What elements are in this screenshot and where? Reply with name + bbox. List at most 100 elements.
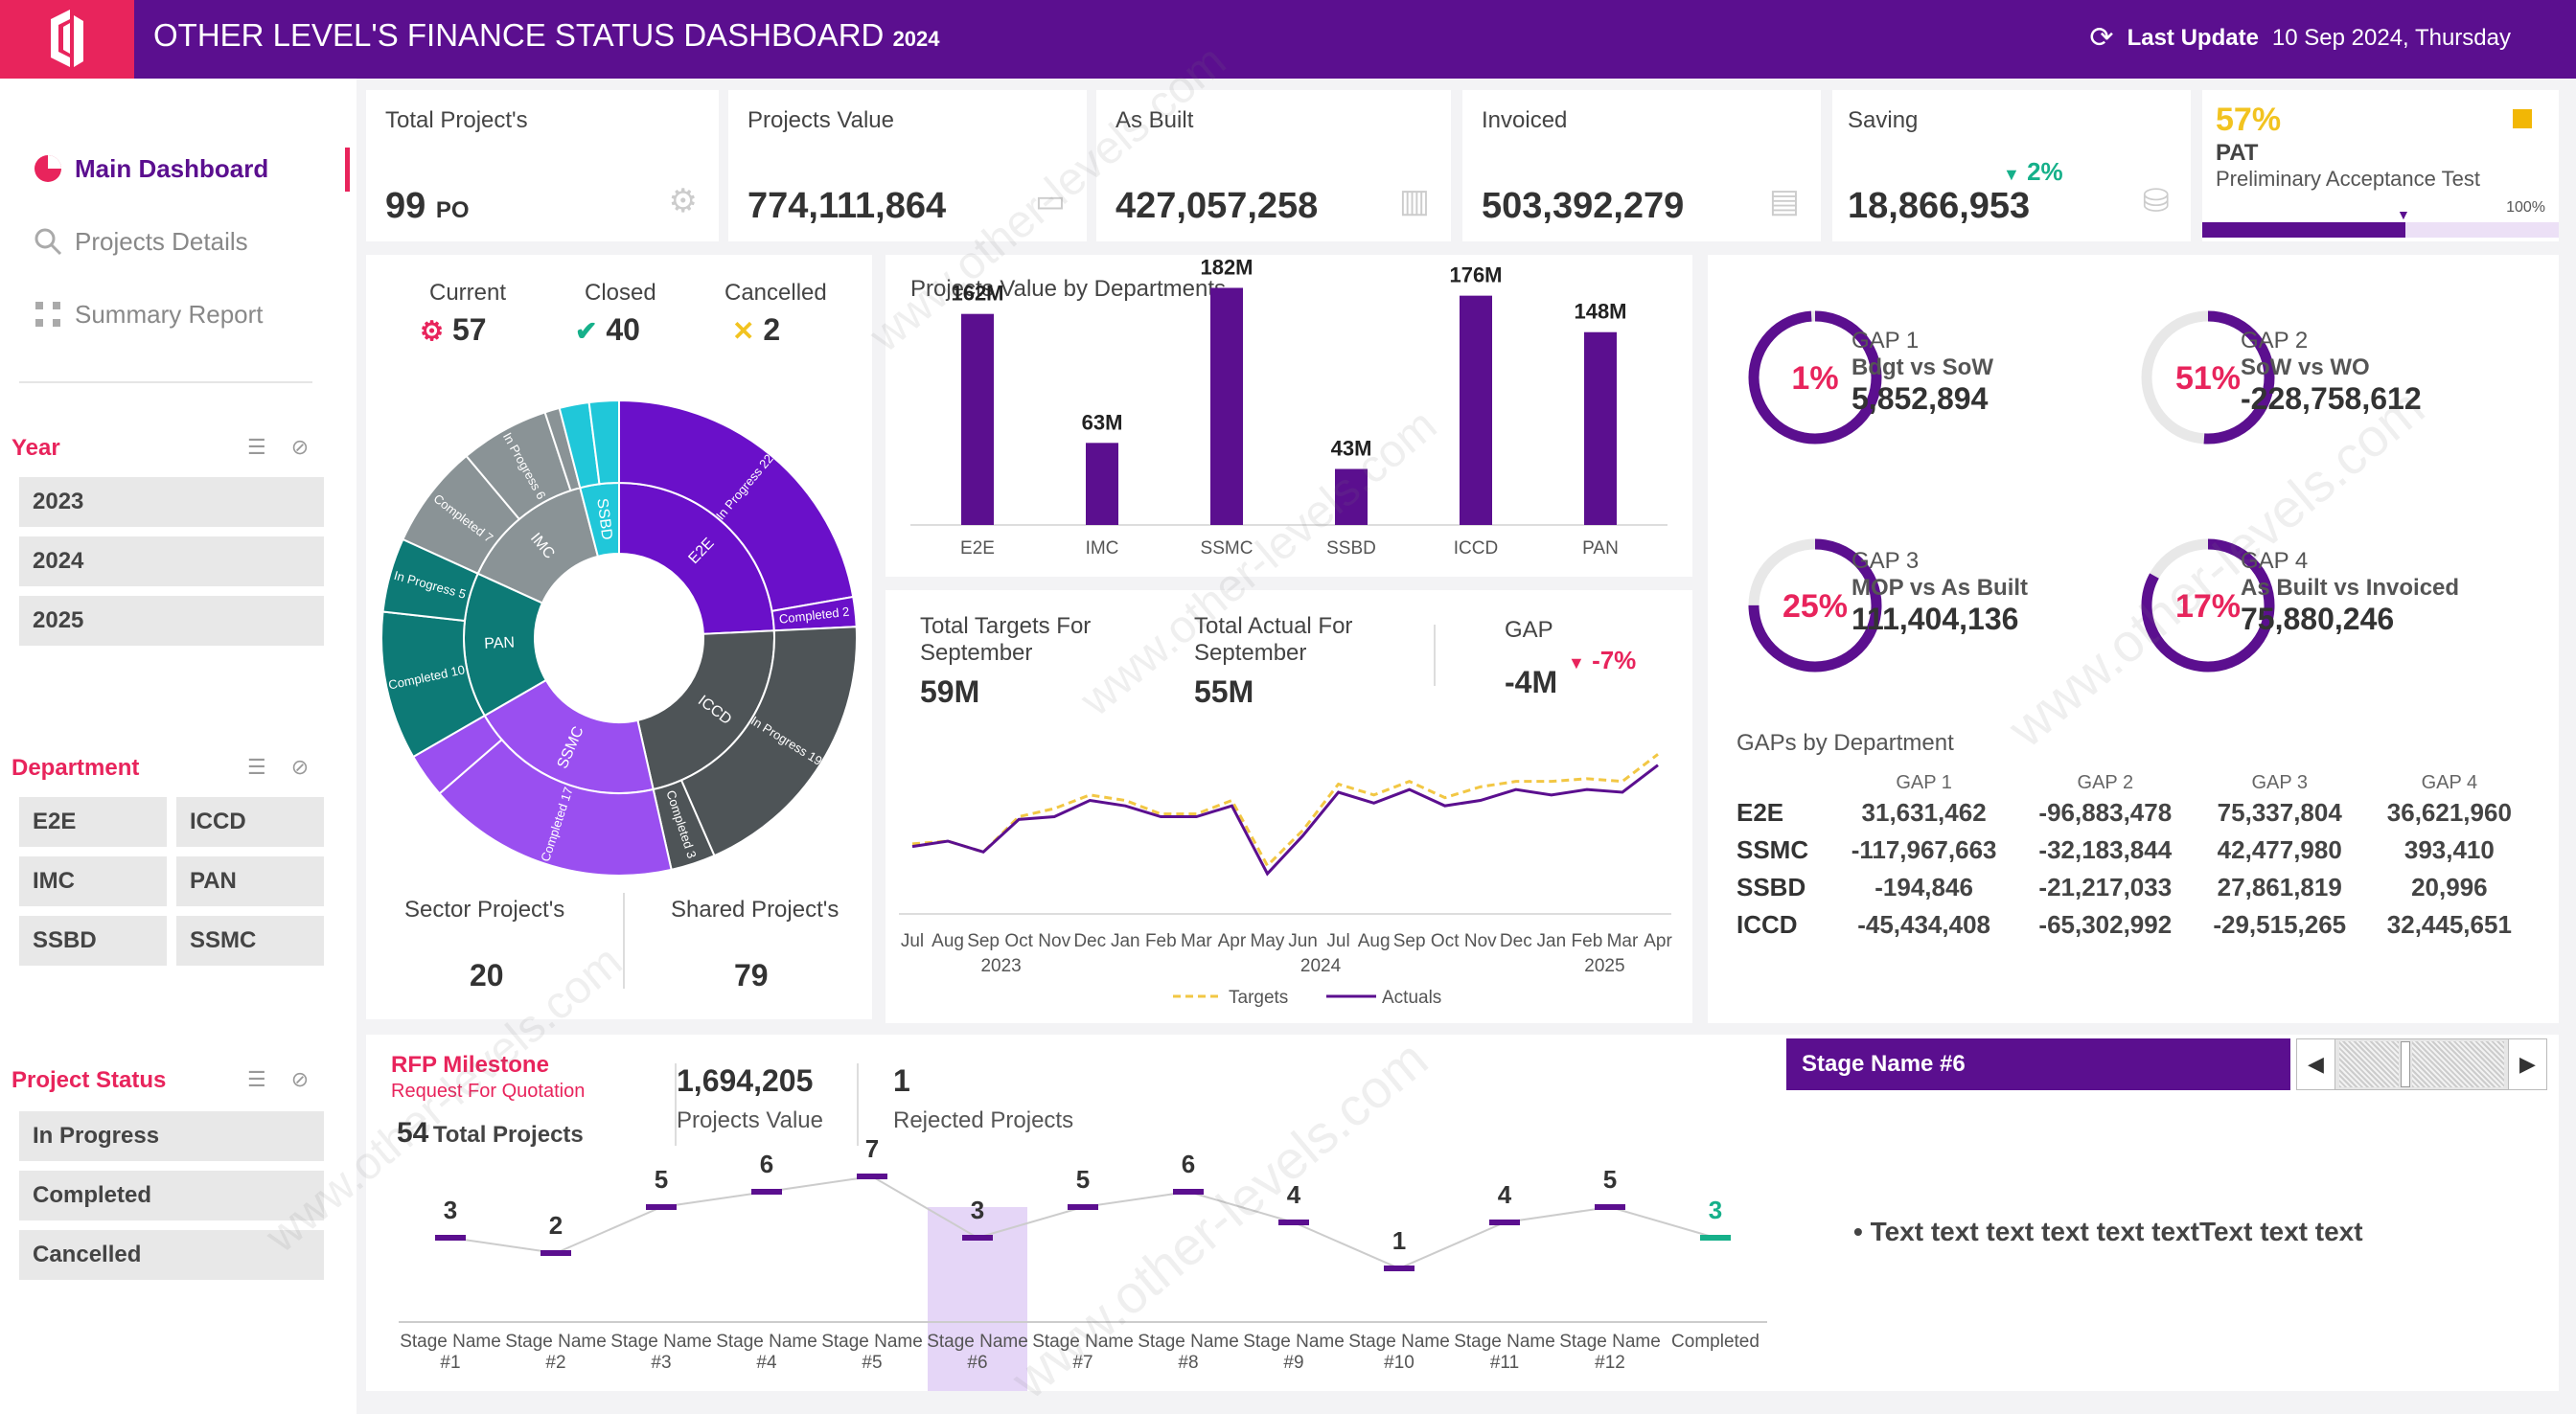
x-tick-label: May <box>1251 931 1285 951</box>
kpi-as-built: As Built 427,057,258 ▥ <box>1096 90 1451 241</box>
x-tick-label: Dec <box>1073 931 1106 951</box>
gap4-title: GAP 4 <box>2241 548 2309 574</box>
nav-main-dashboard[interactable]: Main Dashboard <box>33 149 268 188</box>
stage-value-label: 1 <box>1392 1226 1406 1255</box>
rfp-subtitle: Request For Quotation <box>391 1081 586 1102</box>
filter-dept-pan[interactable]: PAN <box>176 856 324 906</box>
row-dept: ICCD <box>1736 910 1798 939</box>
scroll-right-button[interactable]: ▶ <box>2508 1039 2546 1089</box>
filter-year-2024[interactable]: 2024 <box>19 536 324 586</box>
gap-change: ▼ -7% <box>1568 646 1636 675</box>
rfp-divider-2 <box>857 1063 859 1146</box>
stage-marker <box>751 1189 782 1195</box>
targets-panel: Total Targets For September 59M Total Ac… <box>886 590 1692 1023</box>
x-tick-label: Jul <box>1326 931 1349 951</box>
filter-status-in-progress[interactable]: In Progress <box>19 1111 324 1161</box>
kpi-total-projects: Total Project's 99 PO ⚙ <box>366 90 719 241</box>
cell: -96,883,478 <box>2038 798 2173 827</box>
x-tick-label: SSMC <box>1201 538 1254 559</box>
filter-dept-ssbd[interactable]: SSBD <box>19 916 167 966</box>
filter-dept-e2e[interactable]: E2E <box>19 797 167 847</box>
stage-description: • Text text text text text textText text… <box>1853 1217 2363 1246</box>
stage-tick-label: Stage Name <box>1348 1332 1450 1352</box>
scroll-thumb[interactable] <box>2401 1041 2410 1087</box>
kpi-value: 774,111,864 <box>748 186 947 226</box>
filter-status-completed[interactable]: Completed <box>19 1171 324 1220</box>
scroll-track-right[interactable] <box>2412 1041 2504 1087</box>
saving-change: ▼ 2% <box>2003 157 2063 187</box>
stage-tick-number: #5 <box>862 1353 882 1373</box>
nav-summary-report[interactable]: Summary Report <box>33 295 264 333</box>
stage-tick-number: #3 <box>651 1353 671 1373</box>
gap-label: GAP <box>1505 617 1553 643</box>
stage-value-label: 3 <box>971 1196 984 1224</box>
stage-tick-label: Completed <box>1671 1332 1760 1352</box>
gauge-fill <box>1748 538 1882 673</box>
multi-select-icon[interactable]: ☰ <box>247 755 266 779</box>
multi-select-icon[interactable]: ☰ <box>247 435 266 459</box>
cell: 75,337,804 <box>2217 798 2342 827</box>
target-label: Total Targets For September <box>920 613 1092 666</box>
clear-filter-icon[interactable]: ⊘ <box>290 435 310 459</box>
multi-select-icon[interactable]: ☰ <box>247 1067 266 1091</box>
legend-targets-label: Targets <box>1229 988 1288 1008</box>
gauge-percent: 1% <box>1791 360 1838 397</box>
filter-dept-iccd[interactable]: ICCD <box>176 797 324 847</box>
coins-icon: ⛁ <box>2142 183 2171 219</box>
pat-progress-fill <box>2202 222 2406 238</box>
department-filter-tools: ☰ ⊘ <box>247 755 309 780</box>
bar <box>961 313 994 525</box>
stage-tick-label: Stage Name <box>927 1332 1028 1352</box>
x-tick-label: IMC <box>1086 538 1119 559</box>
bar <box>1584 331 1617 525</box>
stage-value-label: 7 <box>865 1134 879 1163</box>
actual-label: Total Actual For September <box>1194 613 1353 666</box>
pat-max: 100% <box>2506 199 2545 216</box>
scroll-left-button[interactable]: ◀ <box>2297 1039 2335 1089</box>
clear-filter-icon[interactable]: ⊘ <box>290 755 310 779</box>
logo <box>0 0 134 79</box>
filter-dept-imc[interactable]: IMC <box>19 856 167 906</box>
gap2-title: GAP 2 <box>2241 328 2309 354</box>
status-ring-segment <box>587 399 620 486</box>
cell: 42,477,980 <box>2217 835 2342 864</box>
rfp-total: 54 Total Projects <box>397 1117 584 1150</box>
kpi-number: 99 <box>385 186 426 226</box>
sector-divider <box>623 893 625 989</box>
status-ring-segment <box>618 399 855 613</box>
header-gap2: GAP 2 <box>2077 772 2134 793</box>
filter-status-cancelled[interactable]: Cancelled <box>19 1230 324 1280</box>
sidebar-divider <box>19 381 312 383</box>
refresh-icon[interactable]: ⟳ <box>2089 22 2114 54</box>
nav-projects-details[interactable]: Projects Details <box>33 222 248 261</box>
clear-filter-icon[interactable]: ⊘ <box>290 1067 310 1091</box>
bar-data-label: 182M <box>1200 255 1253 279</box>
bar <box>1210 287 1243 525</box>
cell: 36,621,960 <box>2386 798 2512 827</box>
filter-year-2023[interactable]: 2023 <box>19 477 324 527</box>
current-value: 57 <box>452 312 487 347</box>
stage-scrollbar[interactable]: ◀ ▶ <box>2296 1038 2547 1090</box>
cancelled-count: ✕ 2 <box>732 312 780 348</box>
stage-value-label: 4 <box>1287 1180 1301 1209</box>
stage-marker <box>646 1204 677 1210</box>
filter-dept-ssmc[interactable]: SSMC <box>176 916 324 966</box>
kpi-value: 503,392,279 <box>1482 186 1685 226</box>
cell: -32,183,844 <box>2038 835 2173 864</box>
bar <box>1335 468 1368 525</box>
cell: 31,631,462 <box>1861 798 1987 827</box>
saving-change-value: 2% <box>2027 157 2063 186</box>
scroll-track-left[interactable] <box>2339 1041 2399 1087</box>
filter-year-2025[interactable]: 2025 <box>19 596 324 646</box>
report-icon <box>35 302 60 327</box>
gauge-percent: 51% <box>2175 360 2241 397</box>
header-gap4: GAP 4 <box>2421 772 2478 793</box>
gap-divider <box>1434 625 1436 686</box>
stage-value-label: 6 <box>760 1150 773 1178</box>
gauge-fill <box>2141 538 2275 673</box>
pat-percent: 57% <box>2216 102 2282 138</box>
gap2-block: GAP 2 SoW vs WO -228,758,612 <box>2241 328 2422 417</box>
table-row: ICCD -45,434,408 -65,302,992 -29,515,265 32,… <box>1736 906 2532 944</box>
x-tick-label: Jan <box>1111 931 1140 951</box>
x-tick-label: Feb <box>1572 931 1603 951</box>
